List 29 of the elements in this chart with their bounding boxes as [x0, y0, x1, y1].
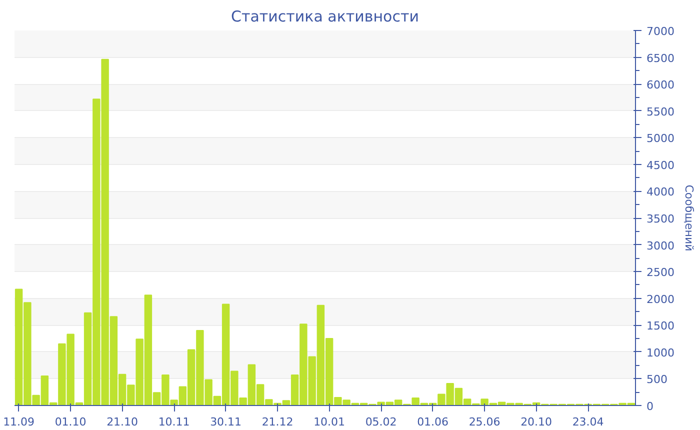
- x-tick-label: 05.02: [365, 416, 397, 428]
- y-tick-label: 3000: [646, 239, 674, 252]
- x-tick-label: 20.10: [520, 416, 552, 428]
- chart-title: Статистика активности: [231, 8, 419, 26]
- y-tick-label: 4500: [646, 158, 674, 172]
- y-tick-label: 0: [646, 400, 654, 413]
- y-tick-label: 3500: [646, 212, 674, 226]
- y-tick-label: 2000: [646, 292, 674, 306]
- y-axis-title: Сообщений: [682, 184, 696, 252]
- x-tick-label: 11.09: [3, 416, 35, 428]
- y-tick-label: 2500: [646, 266, 674, 280]
- x-tick-label: 23.04: [572, 416, 604, 428]
- y-tick-label: 500: [646, 373, 668, 386]
- y-tick-label: 7000: [646, 25, 674, 38]
- x-tick-label: 10.11: [158, 416, 190, 428]
- y-tick-label: 5500: [646, 105, 674, 118]
- y-tick-label: 5000: [646, 132, 674, 146]
- x-tick-label: 21.10: [106, 416, 138, 428]
- x-tick-label: 01.10: [54, 416, 86, 428]
- x-tick-label: 01.06: [417, 416, 449, 428]
- y-tick-label: 6500: [646, 52, 674, 65]
- x-tick-label: 30.11: [210, 416, 242, 428]
- x-tick-label: 10.01: [314, 416, 346, 428]
- y-tick-label: 1500: [646, 320, 674, 333]
- x-tick-label: 21.12: [262, 416, 294, 428]
- y-tick-label: 6000: [646, 78, 674, 92]
- x-tick-label: 25.06: [468, 416, 500, 428]
- y-tick-label: 4000: [646, 186, 674, 199]
- y-tick-label: 1000: [646, 346, 674, 360]
